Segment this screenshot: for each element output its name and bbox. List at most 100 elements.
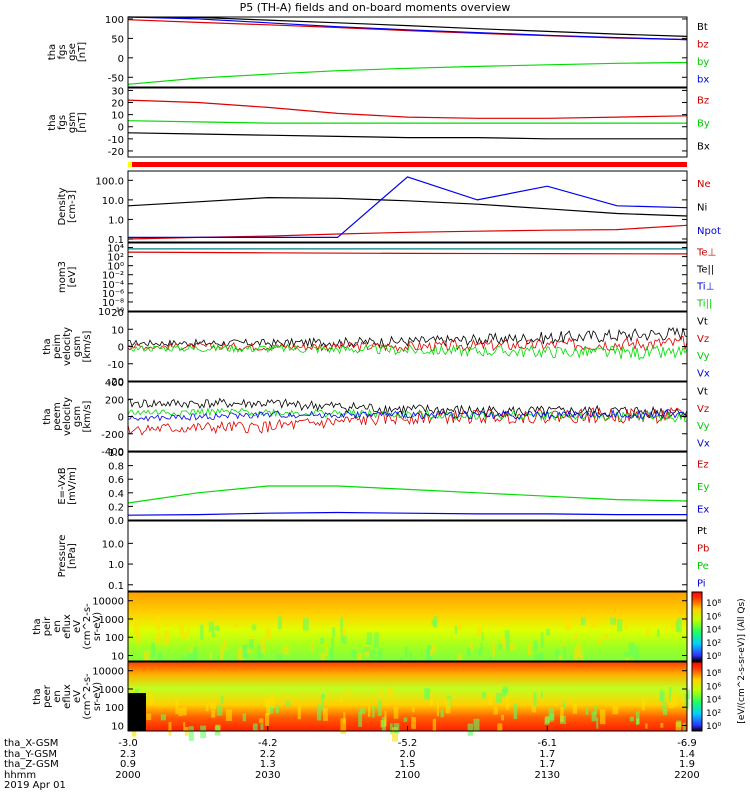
spectrogram-cell [596,717,599,729]
panel-frame [127,242,688,312]
spectrogram-cell [665,626,668,636]
y-tick-label: 400 [105,378,124,389]
y-tick-label: 10⁻⁶ [102,289,124,300]
spectrogram-cell [345,689,350,697]
spectrogram-cell [340,718,347,734]
spectrogram-cell [629,716,634,722]
y-axis-label: eV [72,620,83,633]
y-tick-label: 10000 [92,597,124,608]
spectrogram-cell [509,644,516,650]
y-tick-label: 1.0 [108,560,124,571]
y-gsm-label: 2.2 [260,749,276,760]
spectrogram-cell [457,653,463,667]
colorbar-label: [eV/(cm^2-s-sr-eV)] (All Qs) [737,598,747,723]
x-gsm-label: -5.2 [398,738,418,749]
y-tick-label: 10 [111,111,124,122]
series-Pi [127,511,687,516]
y-axis-label: tha [47,44,58,60]
spectrogram-cell [628,642,635,656]
spectrogram-cell [359,708,366,714]
spectrogram-cell [340,633,343,643]
z-gsm-label: 1.5 [400,759,416,770]
legend-Vz: Vz [697,334,709,345]
spectrogram-cell [343,711,346,724]
spectrogram-cell [677,617,682,633]
spectrogram-cell [404,646,408,658]
spectrogram-cell [282,646,289,655]
spectrogram-cell [513,703,518,720]
y-axis-label: tha [47,114,58,130]
panel-peir-spec: 10000 1000 100 10 tha peir en eflux eV (cm^2-s-sr… [32,591,688,663]
x-row-label: tha_X-GSM [4,738,58,749]
spectrogram-cell [157,652,163,662]
spectrogram-cell [504,630,510,638]
spectrogram-cell [390,723,393,735]
y-tick-label: 0.4 [108,489,124,500]
spectrogram-cell [564,646,567,657]
spectrogram-cell [595,617,598,628]
y-axis-label: [km/s] [82,400,93,432]
colorbar-tick-label: 10² [706,639,721,649]
y-axis-label: en [52,690,63,703]
y-tick-label: 0.2 [108,502,124,513]
y-axis-label: eV [72,690,83,703]
y-axis-label: gsm [67,112,78,133]
y-axis-label: tha [42,408,53,424]
y-tick-label: 10 [111,722,124,733]
legend-Ti: Ti⊥ [696,282,714,293]
colorbar-tick-label: 10⁶ [706,682,721,692]
y-axis-label: sr-eV) [92,682,103,711]
y-tick-label: 0 [118,343,124,354]
spectrogram-cell [342,627,346,634]
spectrogram-cell [674,691,678,707]
spectrogram-cell [534,654,540,661]
spectrogram-cell [250,636,255,641]
y-tick-label: 10.0 [102,539,124,550]
y-tick-label: 0 [118,123,124,134]
y-tick-label: 100 [105,703,124,714]
spectrogram-cell [424,688,429,700]
spectrogram-cell [431,644,437,653]
spectrogram-cell [467,648,471,657]
spectrogram-cell [374,632,379,648]
y-tick-label: 0.0 [108,516,124,527]
x-row-label: tha_Y-GSM [4,749,57,760]
y-axis-label: peim [52,334,63,359]
legend-Pt: Pt [697,526,707,537]
legend-Pb: Pb [697,543,709,554]
spectrogram-cell [580,617,586,626]
legend-Vt: Vt [697,317,708,328]
spectrogram-cell [594,705,597,715]
spectrogram-cell [565,618,571,631]
spectrogram-cell [496,692,502,703]
spectrogram-cell [179,621,184,635]
spectrogram-cell [440,709,444,718]
spectrogram-cell [188,726,194,741]
spectrogram-cell [488,693,493,705]
spectrogram-cell [659,691,665,702]
panel-frame [127,16,688,88]
spectrogram-cell [493,706,498,715]
spectrogram-cell [501,689,507,697]
series-Bz [127,99,688,119]
y-tick-label: 50 [111,34,124,45]
y-tick-label: 0.1 [108,235,124,246]
spectrogram-cell [393,706,399,719]
spectrogram-cell [187,627,190,635]
spectrogram-cell [467,723,473,736]
y-tick-label: -20 [108,147,124,158]
spectrogram-cell [624,652,629,657]
spectrogram-cell [412,706,415,713]
spectrogram-cell [392,727,398,742]
y-axis-label: (cm^2-s- [82,603,93,650]
y-axis-label: fgs [57,115,68,130]
legend-Pi: Pi [697,578,706,589]
y-tick-label: 20 [111,99,124,110]
spectrogram-cell [223,638,227,650]
colorbar-gradient [691,661,703,732]
series-by [127,61,688,85]
panel-peim-velocity: 20 10 0 -10 -20 tha peim velocity gsm [km/s] Vt Vz V… [42,308,710,388]
spectrogram-cell [562,701,566,710]
colorbar-tick-label: 10⁰ [706,722,721,732]
y-tick-label: 10.0 [102,196,124,207]
